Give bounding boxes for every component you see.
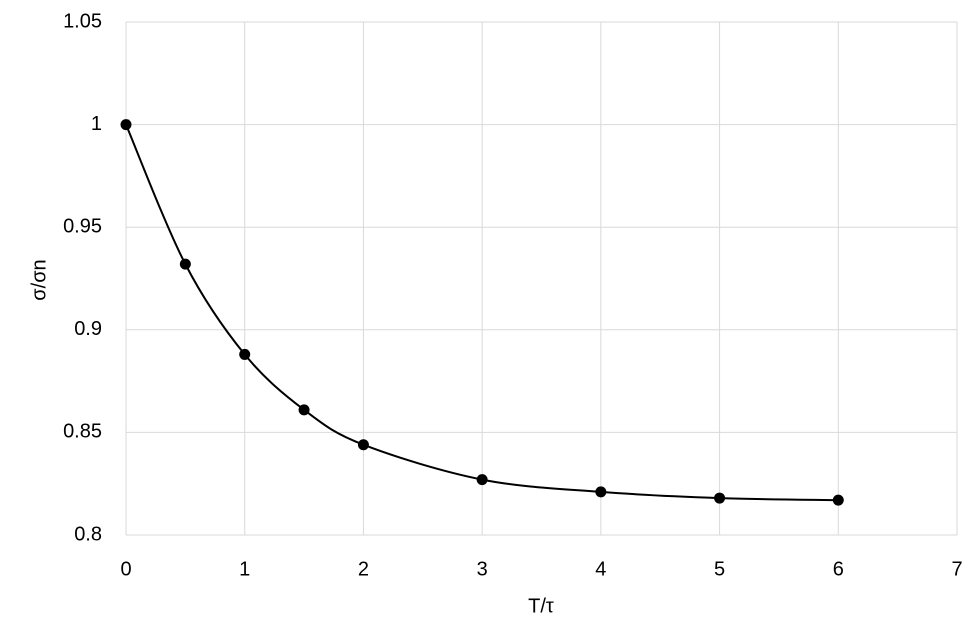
- data-point: [120, 119, 132, 131]
- x-tick-label: 3: [477, 558, 488, 580]
- x-tick-label: 5: [714, 558, 725, 580]
- y-tick-label: 1: [91, 113, 102, 135]
- x-axis-title: T/τ: [528, 595, 554, 617]
- x-tick-label: 7: [951, 558, 962, 580]
- data-point: [239, 348, 251, 360]
- x-tick-label: 6: [833, 558, 844, 580]
- y-tick-label: 0.85: [63, 421, 102, 443]
- y-tick-label: 0.95: [63, 215, 102, 237]
- data-point: [714, 492, 726, 504]
- data-point: [832, 494, 844, 506]
- x-tick-label: 4: [595, 558, 606, 580]
- data-point: [595, 486, 607, 498]
- data-point: [179, 258, 191, 270]
- y-tick-label: 0.8: [74, 523, 102, 545]
- x-tick-label: 2: [358, 558, 369, 580]
- data-point: [476, 474, 488, 486]
- y-tick-label: 0.9: [74, 318, 102, 340]
- data-point: [298, 404, 310, 416]
- y-axis-title: σ/σn: [28, 259, 50, 300]
- y-tick-label: 1.05: [63, 10, 102, 32]
- x-tick-label: 0: [120, 558, 131, 580]
- data-point: [357, 439, 369, 451]
- x-tick-label: 1: [239, 558, 250, 580]
